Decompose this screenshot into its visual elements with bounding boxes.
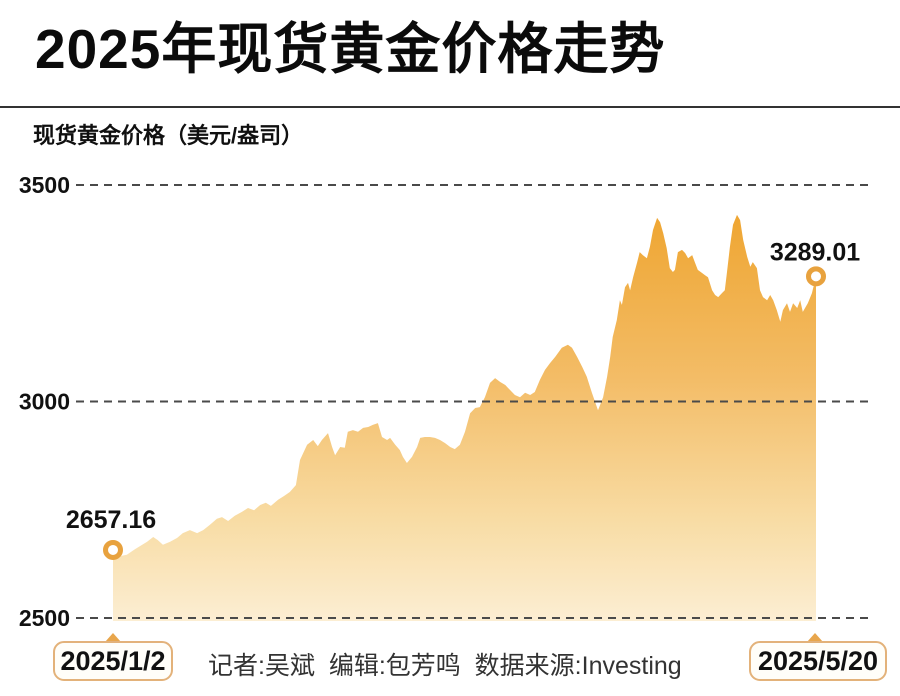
start-value-label: 2657.16 <box>66 506 156 534</box>
start-date-box: 2025/1/2 <box>53 641 173 681</box>
end-date-label: 2025/5/20 <box>757 645 879 676</box>
price-area <box>113 214 816 621</box>
end-value-label: 3289.01 <box>770 238 860 266</box>
start-date-label: 2025/1/2 <box>60 645 166 676</box>
y-tick-label-3000: 3000 <box>19 389 70 415</box>
start-marker-ring <box>103 539 123 560</box>
y-tick-label-2500: 2500 <box>19 605 70 631</box>
footer-credits: 记者:吴斌 编辑:包芳鸣 数据来源:Investing <box>208 652 682 680</box>
y-tick-label-3500: 3500 <box>19 172 70 198</box>
end-date-box: 2025/5/20 <box>749 641 887 681</box>
start-date-pointer-icon <box>105 633 121 642</box>
y-axis-unit-label: 现货黄金价格（美元/盎司） <box>33 123 304 148</box>
end-marker-ring <box>806 266 826 287</box>
title-divider <box>0 106 900 108</box>
end-date-pointer-icon <box>807 633 823 642</box>
page-title: 2025年现货黄金价格走势 <box>35 18 666 80</box>
gold-price-area-chart: 3500 3000 2500 2657.16 3289.01 <box>19 172 870 631</box>
